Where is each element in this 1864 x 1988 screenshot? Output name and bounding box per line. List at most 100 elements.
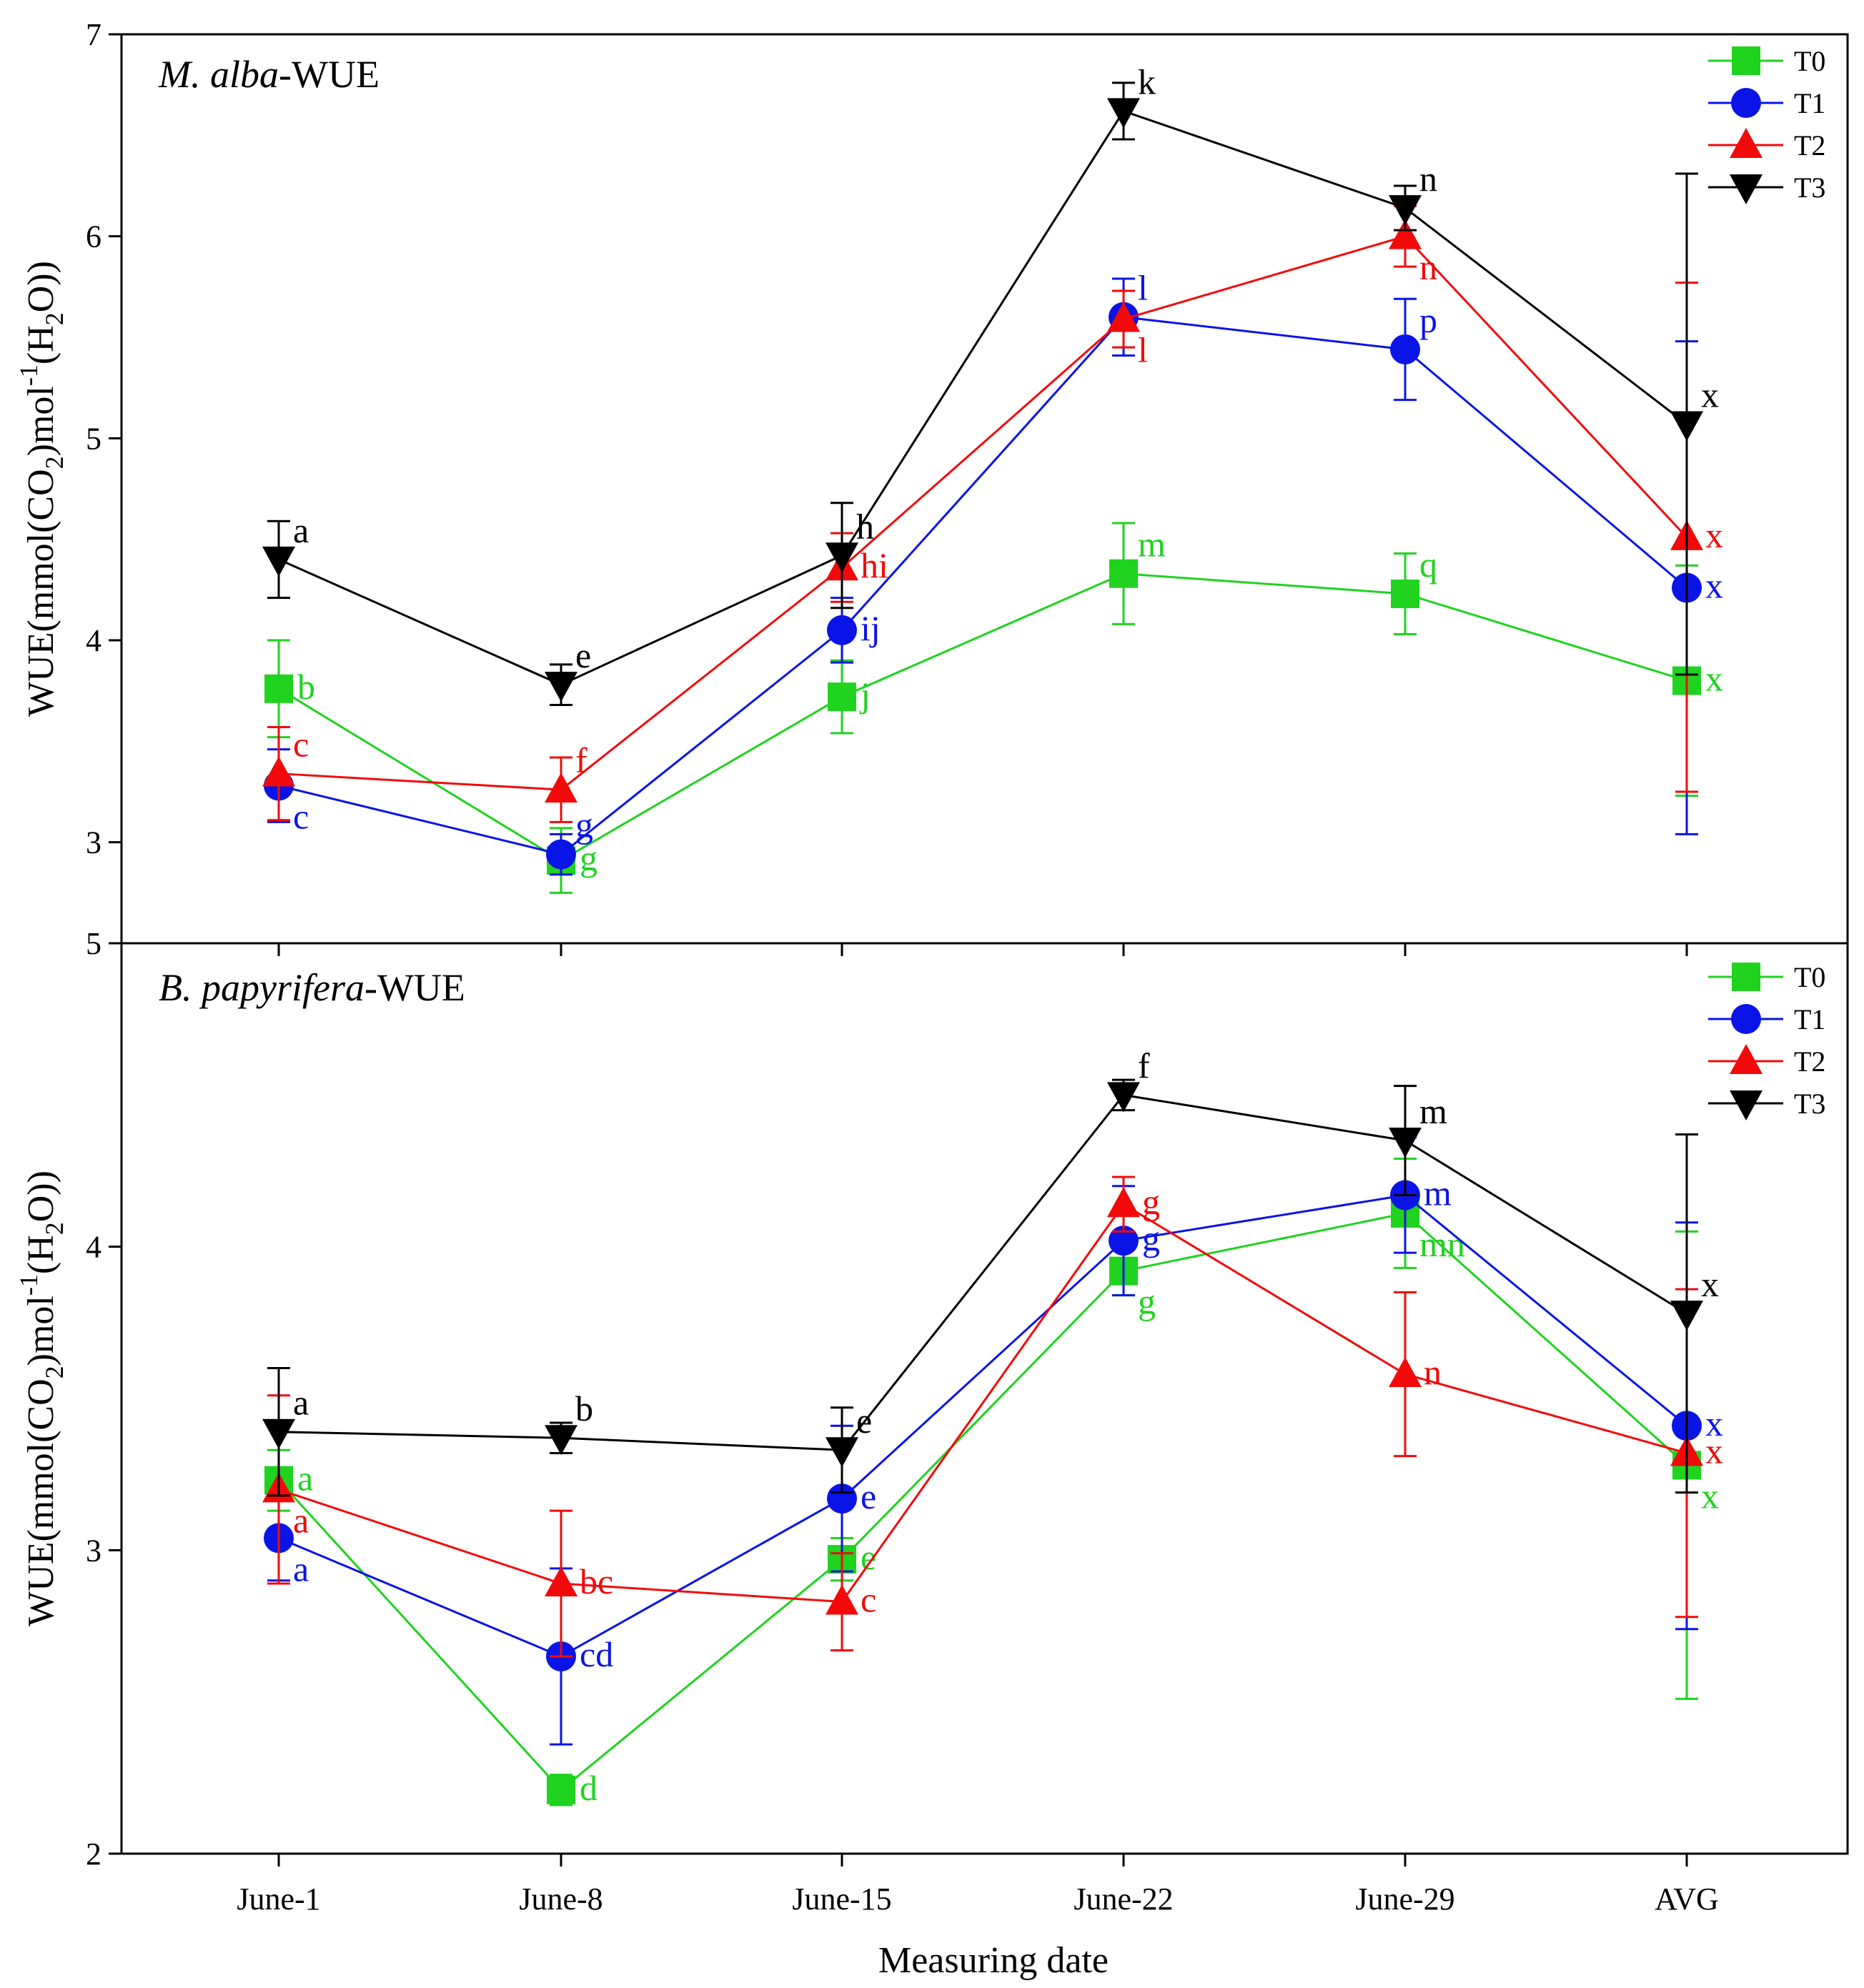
data-point	[547, 1775, 575, 1804]
significance-label: a	[293, 510, 309, 550]
data-point	[1109, 559, 1138, 588]
series-t2: a bc c g n x	[262, 1176, 1723, 1658]
y-axis-title-part: 2	[40, 456, 69, 469]
y-tick-label: 4	[86, 623, 101, 658]
series-line	[278, 1203, 1687, 1604]
y-tick-label: 3	[86, 825, 101, 860]
data-point	[826, 542, 858, 573]
series-line	[278, 1193, 1687, 1658]
y-tick-label: 5	[86, 421, 101, 456]
y-axis-title-part: O))	[21, 261, 61, 312]
significance-label: x	[1705, 1403, 1723, 1443]
legend: T0 T1 T2 T3	[1708, 45, 1825, 204]
significance-label: m	[1419, 1091, 1447, 1131]
y-tick-label: 4	[86, 1230, 101, 1265]
data-point	[1391, 579, 1419, 608]
y-axis-title: WUE(mmol(CO2)mol-1(H2O))	[14, 261, 69, 717]
significance-label: x	[1705, 515, 1723, 555]
y-tick-label: 3	[86, 1533, 101, 1568]
significance-label: n	[1419, 247, 1437, 287]
data-point	[262, 1418, 295, 1449]
data-point	[545, 772, 577, 803]
y-axis-title-part: WUE(mmol(CO	[21, 469, 61, 717]
y-tick-label: 7	[86, 17, 101, 52]
significance-label: c	[861, 1580, 876, 1620]
y-axis-title-part: )mol	[21, 386, 61, 456]
significance-label: c	[293, 797, 309, 837]
data-point	[262, 546, 295, 577]
data-point	[1109, 1226, 1139, 1256]
significance-label: x	[1701, 375, 1719, 415]
legend-label: T3	[1794, 1088, 1825, 1120]
significance-label: l	[1138, 268, 1148, 308]
series-t2: c f hi l n x	[262, 204, 1723, 823]
significance-label: d	[580, 1768, 598, 1808]
legend-marker	[1730, 128, 1763, 158]
data-point	[545, 672, 577, 702]
significance-label: n	[1424, 1352, 1442, 1392]
y-tick-label: 5	[86, 926, 101, 961]
plot-frame	[120, 33, 1849, 945]
data-point	[1107, 302, 1140, 332]
data-point	[827, 1483, 857, 1514]
legend-label: T1	[1794, 1003, 1825, 1035]
series-line	[278, 572, 1687, 862]
significance-label: hi	[861, 545, 888, 585]
significance-label: bc	[580, 1561, 613, 1601]
series-line	[278, 1093, 1687, 1451]
legend-label: T2	[1794, 1045, 1825, 1078]
significance-label: e	[861, 1537, 876, 1577]
panel-title-suffix: -WUE	[365, 966, 465, 1009]
y-axis-title-part: O))	[21, 1171, 61, 1222]
significance-label: x	[1705, 566, 1723, 606]
series-t1: c g ij l p x	[264, 268, 1723, 876]
panel-title-suffix: -WUE	[279, 53, 380, 96]
significance-label: x	[1701, 1476, 1719, 1516]
significance-label: f	[1138, 1045, 1150, 1085]
panel-title-species: B. papyrifera	[159, 966, 365, 1009]
y-axis-title: WUE(mmol(CO2)mol-1(H2O))	[14, 1171, 69, 1626]
y-axis-title-part: WUE(mmol(CO	[21, 1378, 61, 1626]
data-point	[1107, 98, 1140, 129]
legend-label: T0	[1794, 961, 1825, 993]
significance-label: b	[297, 667, 315, 707]
legend-marker	[1731, 88, 1761, 118]
data-point	[1390, 334, 1420, 364]
plot-frame	[120, 942, 1849, 1855]
y-axis-title-part: 2	[40, 1222, 69, 1235]
panel-title: M. alba-WUE	[158, 53, 380, 96]
series-t3: a b e f m x	[262, 1045, 1719, 1497]
significance-label: p	[1419, 300, 1437, 340]
significance-label: g	[575, 805, 593, 845]
significance-label: j	[859, 675, 871, 715]
significance-label: k	[1138, 61, 1156, 101]
significance-label: c	[293, 725, 309, 765]
data-point	[826, 1584, 858, 1615]
significance-label: g	[580, 838, 598, 878]
series-line	[278, 109, 1687, 686]
x-tick-label: June-1	[237, 1882, 320, 1917]
significance-label: g	[1142, 1182, 1160, 1222]
data-point	[262, 756, 295, 787]
panel-title: B. papyrifera-WUE	[159, 966, 465, 1009]
series-line	[277, 1212, 1688, 1791]
data-point	[1389, 1128, 1422, 1158]
y-axis-title-part: )mol	[21, 1296, 61, 1366]
legend: T0 T1 T2 T3	[1708, 961, 1825, 1120]
significance-label: h	[856, 506, 874, 546]
significance-label: l	[1138, 330, 1148, 370]
x-tick-label: AVG	[1655, 1882, 1719, 1917]
y-axis-title-part: 2	[40, 312, 69, 325]
data-point	[827, 615, 857, 645]
y-axis-title-part: 2	[40, 1366, 69, 1378]
legend-marker	[1732, 46, 1760, 75]
panel-b-papyrifera: 2 3 4 June-1 June-8 June-15 June-22 June-29 AVG W…	[14, 942, 1849, 1917]
data-point	[1107, 1082, 1140, 1113]
significance-label: ij	[861, 608, 881, 648]
significance-label: e	[856, 1401, 872, 1441]
data-point	[1389, 195, 1422, 226]
series-t0: b g j m q x	[264, 522, 1723, 894]
series-t3: a e h k n x	[262, 61, 1719, 706]
legend-marker	[1732, 963, 1760, 991]
